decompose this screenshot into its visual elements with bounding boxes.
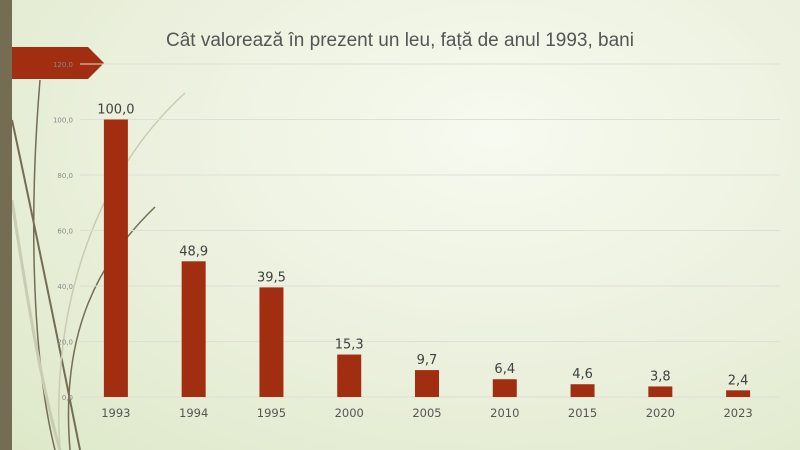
left-accent-bar — [0, 0, 12, 450]
data-label: 48,9 — [179, 244, 208, 259]
bar-2010 — [492, 379, 517, 397]
data-label: 100,0 — [97, 103, 134, 118]
y-tick-label: 60,0 — [57, 228, 73, 236]
bar-1993 — [103, 119, 128, 397]
data-label: 9,7 — [417, 353, 438, 368]
bar-1994 — [181, 261, 206, 397]
x-tick-label: 2005 — [412, 406, 441, 420]
x-tick-label: 1995 — [257, 406, 286, 420]
y-tick-label: 120,0 — [53, 61, 73, 69]
x-tick-label: 2000 — [335, 406, 364, 420]
bar-2023 — [726, 390, 751, 397]
chart-title: Cât valorează în prezent un leu, față de… — [166, 30, 634, 51]
data-label: 2,4 — [728, 373, 749, 388]
data-label: 3,8 — [650, 369, 671, 384]
data-label: 39,5 — [257, 270, 286, 285]
bar-2000 — [337, 354, 362, 397]
x-tick-label: 1993 — [101, 406, 130, 420]
y-tick-label: 100,0 — [53, 117, 73, 125]
title-arrow-banner — [0, 47, 104, 79]
x-tick-label: 2015 — [568, 406, 597, 420]
y-tick-label: 40,0 — [57, 283, 73, 291]
data-label: 15,3 — [335, 338, 364, 353]
x-tick-label: 2023 — [723, 406, 752, 420]
data-label: 6,4 — [494, 362, 515, 377]
x-tick-label: 1994 — [179, 406, 208, 420]
data-label: 4,6 — [572, 367, 593, 382]
y-tick-label: 0,0 — [62, 394, 73, 402]
x-tick-label: 2010 — [490, 406, 519, 420]
bar-2015 — [570, 384, 595, 397]
bar-2020 — [648, 386, 673, 397]
bar-1995 — [259, 287, 284, 397]
bar-2005 — [415, 370, 439, 397]
y-tick-label: 80,0 — [57, 172, 73, 180]
x-tick-label: 2020 — [646, 406, 675, 420]
y-tick-label: 20,0 — [57, 339, 73, 347]
